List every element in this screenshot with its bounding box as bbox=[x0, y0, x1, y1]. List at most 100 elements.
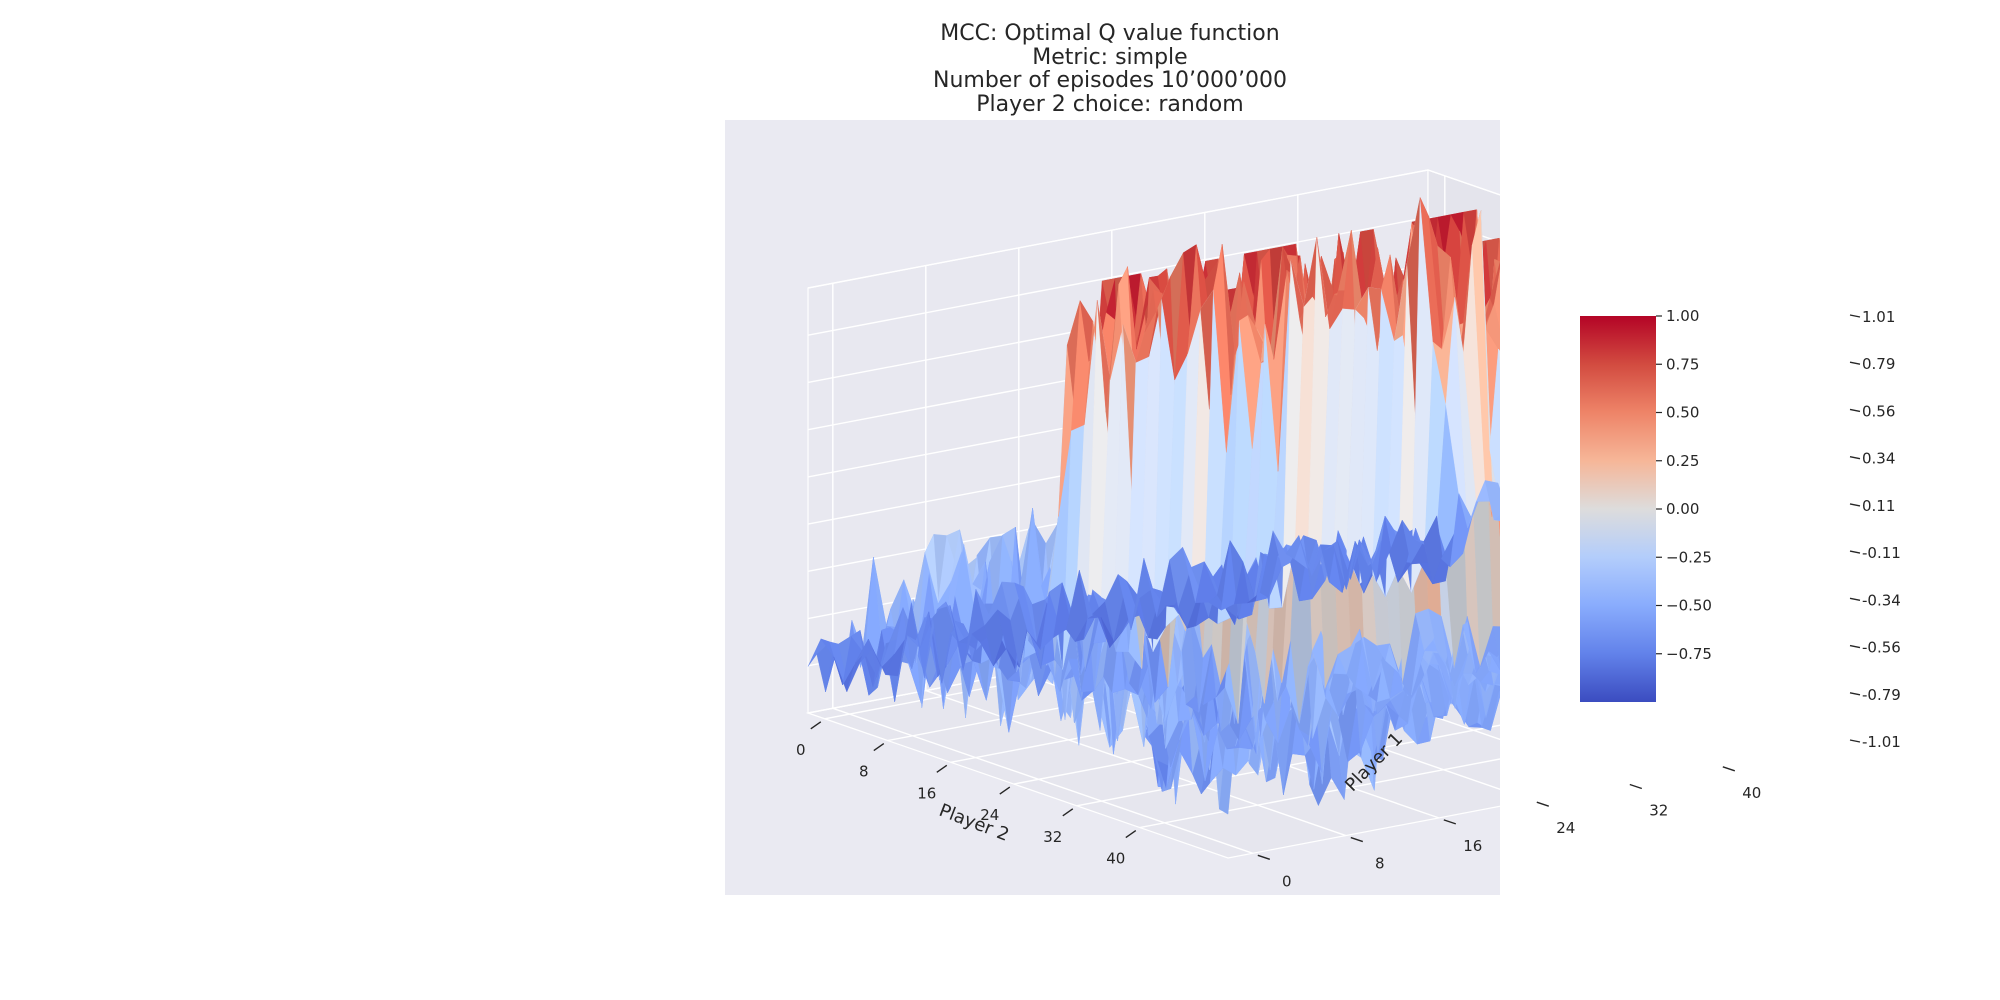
surface-patch bbox=[1757, 581, 1779, 606]
surface-patch bbox=[1538, 638, 1560, 717]
surface-patch bbox=[1542, 640, 1564, 717]
surface-patch bbox=[1521, 238, 1543, 382]
z-tick-label: 0.11 bbox=[1862, 497, 1895, 515]
surface-patch bbox=[1753, 616, 1775, 674]
surface-patch bbox=[1512, 286, 1534, 335]
surface-patch bbox=[1503, 654, 1525, 717]
x-tick-mark bbox=[873, 742, 885, 752]
surface-patch bbox=[1502, 621, 1524, 674]
surface-patch bbox=[1527, 339, 1549, 516]
surface-patch bbox=[1516, 636, 1538, 718]
surface-patch bbox=[1501, 359, 1523, 552]
title-line-3: Number of episodes 10’000’000 bbox=[932, 68, 1288, 93]
surface bbox=[807, 196, 1848, 815]
surface-patch bbox=[1511, 484, 1533, 550]
y-tick-mark bbox=[1257, 854, 1271, 860]
surface-patch bbox=[1722, 575, 1744, 627]
surface-patch bbox=[1531, 362, 1553, 506]
surface-patch bbox=[1800, 596, 1822, 644]
surface-patch bbox=[1503, 252, 1525, 464]
surface-patch bbox=[1543, 282, 1565, 402]
surface-patch bbox=[1748, 570, 1770, 642]
surface-patch bbox=[1515, 595, 1537, 674]
surface-patch bbox=[1744, 585, 1766, 658]
surface-patch bbox=[1516, 654, 1538, 726]
surface-patch bbox=[1539, 262, 1561, 341]
surface-patch bbox=[1533, 238, 1555, 556]
surface-patch bbox=[1507, 636, 1529, 673]
surface-patch bbox=[1531, 306, 1553, 452]
colorbar-tick-label: 0.00 bbox=[1666, 500, 1699, 518]
chart-title: MCC: Optimal Q value function Metric: si… bbox=[720, 22, 1500, 116]
surface-patch bbox=[1560, 281, 1582, 416]
surface-patch bbox=[1518, 291, 1540, 500]
surface-patch bbox=[1531, 295, 1553, 516]
surface-patch bbox=[1826, 597, 1848, 635]
surface-patch bbox=[1555, 495, 1577, 567]
surface-patch bbox=[1727, 599, 1749, 664]
surface-patch bbox=[1556, 349, 1578, 416]
surface-patch bbox=[1529, 531, 1551, 561]
surface-patch bbox=[1713, 561, 1735, 585]
colorbar-tick-label: 0.50 bbox=[1666, 404, 1699, 422]
z-tick-mark bbox=[1849, 597, 1861, 602]
surface-patch bbox=[1526, 291, 1548, 500]
surface-patch bbox=[1718, 578, 1740, 644]
surface-patch bbox=[1516, 639, 1538, 687]
surface-patch bbox=[1557, 290, 1579, 446]
surface-patch bbox=[1522, 306, 1544, 452]
surface-patch bbox=[1718, 639, 1740, 673]
surface-patch bbox=[1752, 576, 1774, 637]
surface-patch bbox=[1813, 597, 1835, 601]
surface-patch bbox=[1529, 636, 1551, 717]
surface-patch bbox=[1521, 282, 1543, 406]
surface-patch bbox=[1639, 273, 1661, 304]
y-axis-ticks: 0 8 16 24 32 40 bbox=[1257, 766, 1761, 890]
z-tick-mark bbox=[1849, 314, 1861, 318]
surface-patch bbox=[1556, 297, 1578, 405]
surface-patch bbox=[1726, 575, 1748, 618]
surface-patch bbox=[1557, 323, 1579, 429]
z-tick-mark bbox=[1849, 455, 1861, 460]
surface-patch bbox=[1546, 647, 1568, 708]
surface-patch bbox=[1721, 578, 1743, 620]
surface-patch bbox=[1528, 595, 1550, 652]
surface-patch bbox=[1536, 291, 1558, 439]
colorbar-tick-label: −0.25 bbox=[1666, 548, 1712, 566]
surface-patch bbox=[1558, 649, 1580, 686]
colorbar-tick-label: −0.50 bbox=[1666, 597, 1712, 615]
surface-patch bbox=[1534, 260, 1556, 413]
surface-patch bbox=[1542, 644, 1564, 727]
surface-patch bbox=[1508, 291, 1530, 382]
z-tick-mark bbox=[1849, 739, 1861, 743]
surface-patch bbox=[1743, 570, 1765, 636]
surface-patch bbox=[1552, 257, 1574, 349]
surface-patch bbox=[1792, 598, 1814, 639]
surface-patch bbox=[1499, 238, 1500, 256]
surface-patch bbox=[1519, 610, 1541, 678]
surface-patch bbox=[1520, 637, 1542, 670]
surface-patch bbox=[1723, 621, 1745, 683]
surface-patch bbox=[1554, 602, 1576, 652]
surface-patch bbox=[1530, 274, 1552, 338]
surface-patch bbox=[1524, 635, 1546, 672]
surface-patch bbox=[1723, 644, 1745, 673]
surface-patch bbox=[1494, 268, 1500, 330]
surface-patch bbox=[1513, 291, 1535, 425]
surface-patch bbox=[1543, 274, 1565, 413]
surface-patch bbox=[1530, 282, 1552, 406]
z-tick-mark bbox=[1849, 408, 1861, 413]
surface-patch bbox=[1504, 261, 1526, 509]
surface-patch bbox=[1493, 514, 1500, 522]
surface-patch bbox=[1736, 631, 1758, 677]
surface-patch bbox=[1718, 595, 1740, 612]
z-tick-mark bbox=[1849, 361, 1861, 365]
surface-patch bbox=[1717, 575, 1739, 620]
surface-patch bbox=[1722, 596, 1744, 612]
surface-patch bbox=[1766, 581, 1788, 638]
surface-patch bbox=[1739, 579, 1761, 637]
surface-patch bbox=[1537, 635, 1559, 666]
surface-patch bbox=[1499, 293, 1500, 295]
surface-patch bbox=[1761, 576, 1783, 655]
y-tick-mark bbox=[1629, 783, 1643, 790]
